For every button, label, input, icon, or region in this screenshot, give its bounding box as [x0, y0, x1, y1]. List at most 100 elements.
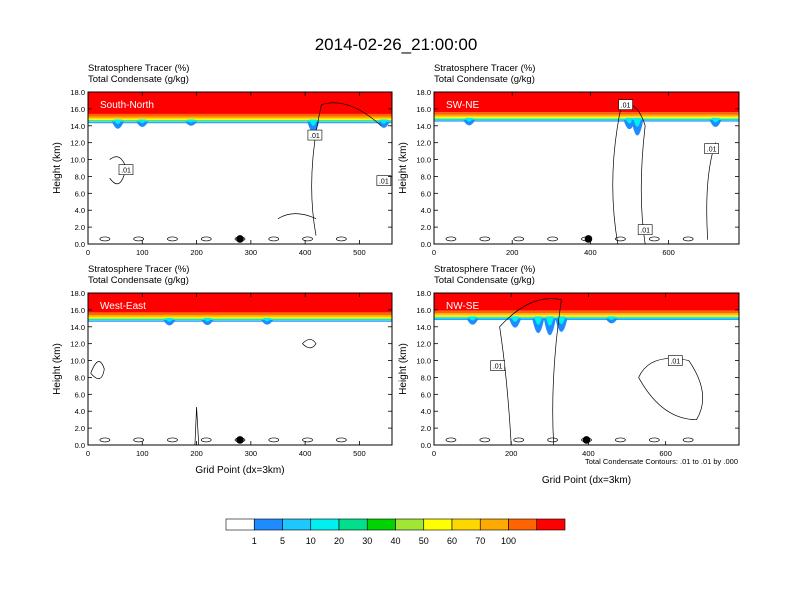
x-tick-label: 200 — [190, 248, 203, 257]
tracer-band — [434, 116, 739, 118]
tracer-intrusion — [201, 320, 214, 326]
contour-blob — [99, 236, 111, 242]
contour-blob — [547, 236, 558, 242]
colorbar-swatch — [508, 518, 538, 531]
tracer-intrusion-core — [545, 316, 554, 326]
y-tick-label: 6.0 — [421, 189, 431, 198]
x-tick-label: 400 — [582, 449, 595, 458]
contour-blob — [513, 437, 525, 443]
colorbar-label: 70 — [475, 536, 485, 546]
x-tick-label: 0 — [432, 449, 436, 458]
contour-blob — [445, 236, 457, 242]
tracer-band — [88, 116, 392, 119]
tracer-field — [434, 293, 739, 445]
tracer-intrusion — [463, 119, 476, 126]
y-tick-label: 0.0 — [75, 441, 85, 450]
contour-blob — [513, 236, 525, 242]
x-axis-label: Grid Point (dx=3km) — [542, 475, 631, 486]
condensate-contours — [445, 298, 703, 445]
panel-header-condensate: Total Condensate (g/kg) — [434, 74, 535, 85]
tracer-intrusion-core — [607, 316, 616, 320]
colorbar-swatch — [423, 518, 453, 531]
tracer-band — [88, 320, 392, 321]
panel-title: South-North — [100, 100, 154, 111]
tracer-band — [434, 112, 739, 115]
tracer-band — [88, 121, 392, 123]
tracer-intrusion — [532, 318, 545, 334]
contour-blob — [682, 437, 694, 443]
tracer-intrusion-core — [465, 117, 474, 122]
y-tick-label: 8.0 — [421, 373, 431, 382]
contour-note: Total Condensate Contours: .01 to .01 by… — [585, 457, 738, 466]
tracer-band — [88, 293, 392, 313]
condensate-contours — [99, 102, 382, 242]
panel-header-condensate: Total Condensate (g/kg) — [434, 275, 535, 286]
tracer-intrusion-core — [379, 119, 388, 124]
x-tick-label: 600 — [662, 248, 675, 257]
contour-blob — [268, 437, 280, 443]
location-marker — [236, 235, 244, 243]
colorbar-swatch — [253, 518, 283, 531]
tracer-band — [434, 317, 739, 318]
x-tick-label: 0 — [86, 248, 90, 257]
tracer-intrusion-core — [557, 316, 566, 325]
y-tick-label: 8.0 — [421, 172, 431, 181]
tracer-intrusion-core — [113, 119, 122, 125]
contour-line — [638, 358, 703, 421]
tracer-band — [434, 310, 739, 314]
contour-label: .01 — [379, 179, 389, 186]
tracer-band — [434, 120, 739, 122]
y-tick-label: 6.0 — [75, 189, 85, 198]
contour-blob — [648, 437, 660, 443]
contour-label: .01 — [493, 364, 503, 371]
tracer-band — [88, 320, 392, 322]
tracer-intrusion — [709, 119, 722, 128]
tracer-intrusion — [377, 121, 390, 128]
contour-label-box — [667, 355, 683, 366]
colorbar-label: 100 — [501, 536, 516, 546]
contour-label: .01 — [310, 133, 320, 140]
y-tick-label: 18.0 — [70, 88, 85, 97]
panel-header-tracer: Stratosphere Tracer (%) — [88, 63, 189, 74]
x-tick-label: 400 — [584, 248, 597, 257]
contour-blob — [99, 437, 111, 443]
colorbar-swatch — [225, 518, 255, 531]
tracer-field — [434, 92, 739, 244]
x-tick-label: 600 — [659, 449, 672, 458]
x-tick-label: 100 — [136, 449, 149, 458]
location-marker — [236, 436, 244, 444]
tracer-field — [88, 92, 392, 242]
y-tick-label: 14.0 — [416, 122, 431, 131]
y-tick-label: 4.0 — [75, 407, 85, 416]
tracer-intrusion — [605, 318, 618, 324]
colorbar-swatch — [282, 518, 312, 531]
tracer-intrusion-core — [263, 318, 272, 322]
tracer-band — [434, 120, 739, 121]
y-tick-label: 12.0 — [416, 139, 431, 148]
tracer-intrusion-core — [138, 119, 147, 124]
tracer-intrusion — [185, 121, 198, 126]
contour-label-box — [376, 175, 392, 186]
contour-line — [706, 142, 716, 240]
contour-line — [311, 102, 382, 236]
panel-title: SW-NE — [446, 100, 479, 111]
contour-line — [90, 361, 105, 379]
contour-blob — [167, 437, 178, 443]
figure-title: 2014-02-26_21:00:00 — [315, 35, 478, 54]
tracer-intrusion-core — [187, 119, 196, 123]
tracer-band — [434, 114, 739, 117]
tracer-field — [88, 293, 392, 445]
contour-line — [194, 406, 200, 445]
colorbar-swatch — [310, 518, 340, 531]
panel-title: West-East — [100, 301, 146, 312]
tracer-intrusion — [136, 121, 149, 128]
y-tick-label: 0.0 — [421, 441, 431, 450]
location-marker — [584, 235, 593, 243]
colorbar: 1 5 10 20 30 40 50 60 70 100 — [225, 518, 566, 546]
colorbar-label: 30 — [362, 536, 372, 546]
tracer-intrusion — [631, 119, 644, 136]
plot-frame — [87, 292, 393, 446]
tracer-band — [434, 92, 739, 113]
tracer-intrusion — [111, 121, 124, 129]
